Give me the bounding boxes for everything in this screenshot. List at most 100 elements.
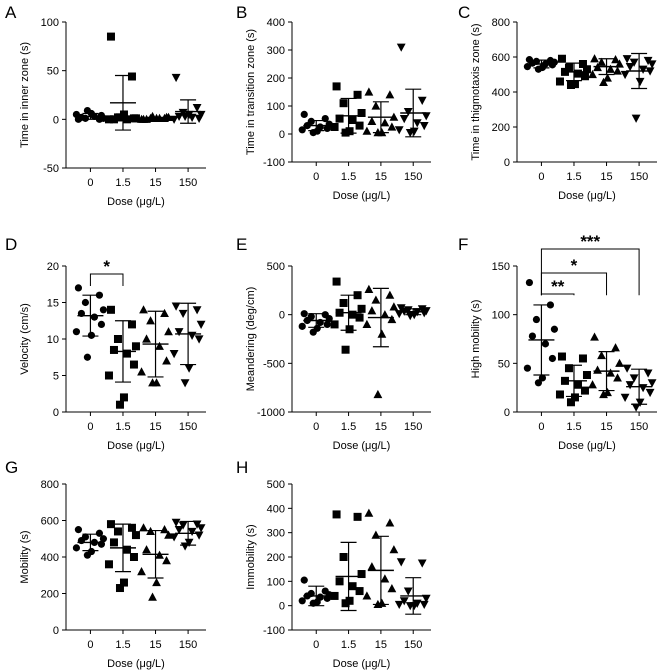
data-point (300, 310, 308, 318)
data-point (300, 576, 308, 584)
x-tick-label: 15 (149, 639, 161, 651)
data-point (548, 354, 557, 363)
y-axis-title: Time in thigmotaxis zone (s) (470, 23, 482, 160)
data-point (564, 63, 573, 72)
panel-b: B -100 0 100 200 300 400 0 1.5 15 150 Dose (μg/L) Ti… (236, 3, 431, 202)
data-point (555, 390, 564, 399)
series-15 (588, 332, 624, 399)
y-tick-label: 0 (53, 625, 59, 637)
data-point (620, 70, 630, 80)
data-point (122, 349, 131, 358)
data-point (523, 364, 532, 372)
data-point (142, 545, 151, 554)
series-15 (588, 54, 624, 86)
data-point (373, 389, 383, 399)
series-15 (362, 508, 399, 609)
x-tick-label: 15 (600, 171, 612, 183)
data-point (109, 115, 118, 124)
data-point (99, 306, 108, 314)
data-point (377, 329, 387, 338)
data-point (309, 328, 317, 336)
y-axis-title: Velocity (cm/s) (19, 303, 31, 375)
data-point (580, 72, 589, 81)
data-point (606, 368, 615, 377)
data-point (74, 526, 83, 534)
data-point (405, 602, 415, 611)
series-150 (394, 43, 431, 138)
data-point (389, 302, 399, 311)
data-point (137, 114, 146, 123)
data-point (115, 584, 124, 593)
data-point (178, 521, 188, 530)
y-tick-label: 50 (47, 66, 59, 78)
data-point (139, 305, 148, 314)
data-point (573, 69, 582, 78)
data-point (396, 558, 406, 567)
x-axis-title: Dose (μg/L) (333, 190, 391, 202)
data-point (87, 331, 96, 339)
y-tick-label: 300 (267, 528, 285, 540)
panel-label: C (458, 3, 470, 22)
data-point (550, 325, 559, 333)
data-point (106, 305, 115, 314)
data-point (613, 66, 622, 75)
data-point (171, 518, 181, 527)
data-point (164, 327, 173, 336)
series-1.5 (555, 54, 591, 89)
data-point (341, 599, 350, 608)
panel-h: H -100 0 100 200 300 400 500 0 1.5 15 150 Dose (μg/L… (236, 458, 431, 670)
data-point (129, 360, 138, 369)
y-tick-label: 150 (492, 261, 510, 273)
data-point (396, 43, 406, 52)
data-point (106, 520, 115, 529)
data-point (146, 316, 155, 325)
y-axis-title: Immobility (s) (245, 524, 257, 589)
significance-label: ** (551, 277, 565, 296)
data-point (113, 527, 122, 536)
series-0 (72, 526, 108, 559)
data-point (104, 560, 113, 569)
data-point (364, 508, 374, 517)
x-tick-label: 1.5 (115, 639, 130, 651)
y-tick-label: 200 (267, 73, 285, 85)
x-tick-label: 0 (538, 421, 544, 433)
x-tick-label: 1.5 (115, 421, 130, 433)
data-point (421, 112, 431, 121)
data-point (588, 69, 597, 79)
data-point (546, 301, 555, 309)
y-axis-title: Time in inner zone (s) (19, 42, 31, 148)
y-tick-label: 20 (47, 261, 59, 273)
x-tick-label: 15 (375, 421, 387, 433)
data-point (362, 126, 372, 135)
data-point (323, 124, 331, 132)
data-point (647, 379, 657, 388)
x-tick-label: 15 (149, 421, 161, 433)
data-point (357, 304, 366, 313)
x-tick-label: 150 (404, 639, 422, 651)
data-point (95, 529, 104, 537)
data-point (380, 310, 390, 319)
data-point (603, 73, 612, 82)
y-tick-label: 200 (41, 589, 59, 601)
data-point (74, 284, 83, 292)
data-point (97, 111, 106, 120)
series-1.5 (330, 82, 366, 137)
series-150 (394, 304, 431, 321)
x-axis-title: Dose (μg/L) (107, 196, 165, 208)
data-point (590, 332, 599, 341)
data-point (355, 587, 364, 596)
data-point (174, 526, 184, 535)
data-point (631, 114, 641, 123)
data-point (160, 308, 169, 318)
data-point (104, 371, 113, 380)
series-1.5 (104, 32, 140, 131)
y-tick-label: 50 (498, 358, 510, 370)
data-point (557, 352, 566, 361)
x-tick-label: 150 (404, 421, 422, 433)
data-point (137, 567, 146, 576)
data-point (341, 345, 350, 354)
data-point (139, 523, 148, 532)
data-point (169, 350, 179, 359)
y-tick-label: 400 (41, 552, 59, 564)
data-point (557, 54, 566, 63)
